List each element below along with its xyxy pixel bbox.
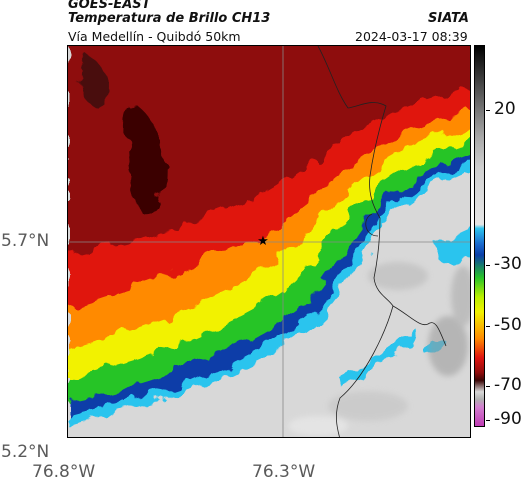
colorbar-tick-label: -90 (494, 409, 522, 429)
colorbar-tick-label: -70 (494, 375, 522, 395)
colorbar-tick (486, 265, 490, 266)
colorbar-tick-label: 20 (494, 99, 516, 119)
product-title: Temperatura de Brillo CH13 (68, 11, 271, 26)
colorbar-tick (486, 326, 490, 327)
region-label: Vía Medellín - Quibdó 50km (68, 29, 241, 44)
colorbar-tick (486, 420, 490, 421)
colorbar-tick (486, 110, 490, 111)
colorbar-tick (486, 386, 490, 387)
lat-tick-label: 5.2°N (1, 442, 50, 462)
timestamp-label: 2024-03-17 08:39 (355, 29, 468, 44)
location-marker-icon: ★ (257, 234, 269, 249)
lon-tick-label: 76.3°W (252, 462, 316, 482)
organization-label: SIATA (428, 11, 469, 26)
colorbar-tick-label: -50 (494, 315, 522, 335)
cloud-field (68, 46, 470, 437)
colorbar (474, 45, 485, 427)
satellite-map[interactable]: ★ (67, 45, 471, 438)
satellite-title: GOES-EAST (68, 0, 151, 12)
colorbar-tick-label: -30 (494, 254, 522, 274)
lat-tick-label: 5.7°N (1, 231, 50, 251)
admin-borders (317, 46, 447, 437)
map-canvas: ★ (68, 46, 470, 437)
lon-tick-label: 76.8°W (32, 462, 96, 482)
clear-sky-texture (288, 262, 470, 436)
